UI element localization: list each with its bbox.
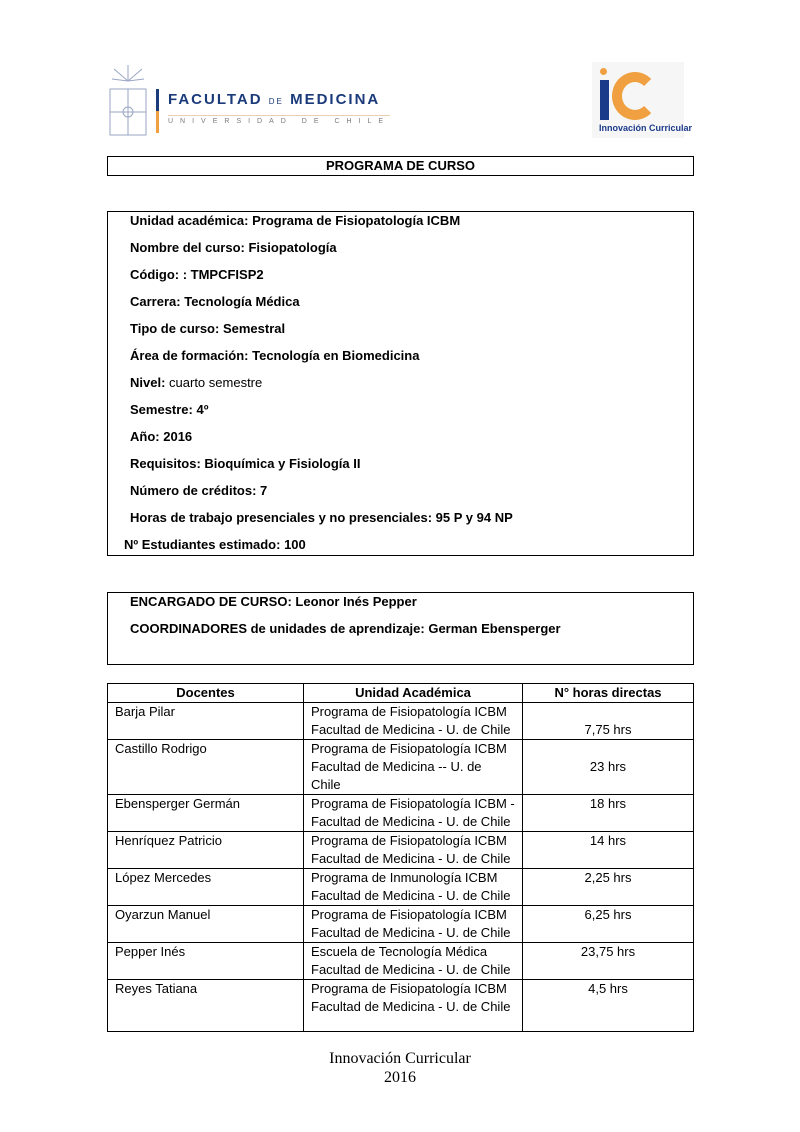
info-line: Código: : TMPCFISP2 — [130, 267, 264, 282]
table-row: Pepper Inés Escuela de Tecnología Médica F… — [107, 942, 694, 980]
docentes-table: Docentes Unidad Académica N° horas direc… — [107, 683, 694, 1032]
logo-caption: Innovación Curricular — [599, 123, 693, 133]
docente-cell: Henríquez Patricio — [107, 831, 304, 869]
docente-cell: Reyes Tatiana — [107, 979, 304, 1032]
unidad-line: Facultad de Medicina - U. de Chile — [311, 851, 511, 866]
facultad-medicina-logo: FACULTAD DE MEDICINA UNIVERSIDAD DE CHIL… — [108, 63, 391, 138]
horas-cell: 7,75 hrs — [522, 702, 694, 740]
table-row: Oyarzun Manuel Programa de Fisiopatología… — [107, 905, 694, 943]
footer-line1: Innovación Curricular — [329, 1050, 471, 1067]
unidad-line: Programa de Fisiopatología ICBM — [311, 741, 507, 756]
horas-cell: 14 hrs — [522, 831, 694, 869]
table-row: Henríquez Patricio Programa de Fisiopatol… — [107, 831, 694, 869]
course-info-box: Unidad académica: Programa de Fisiopatol… — [107, 211, 694, 556]
docente-cell: Oyarzun Manuel — [107, 905, 304, 943]
table-row: Reyes Tatiana Programa de Fisiopatología … — [107, 979, 694, 1032]
unidad-cell: Programa de Fisiopatología ICBM Facultad … — [303, 702, 523, 740]
docente-cell: Barja Pilar — [107, 702, 304, 740]
info-line: Unidad académica: Programa de Fisiopatol… — [130, 213, 461, 228]
document-title: PROGRAMA DE CURSO — [107, 156, 694, 176]
unidad-line: Facultad de Medicina - U. de Chile — [311, 925, 511, 940]
encargado-line: ENCARGADO DE CURSO: Leonor Inés Pepper — [130, 594, 417, 609]
horas-cell: 4,5 hrs — [522, 979, 694, 1032]
logo-text: FACULTAD — [168, 91, 263, 108]
footer-year: 2016 — [384, 1069, 416, 1086]
coordinadores-line: COORDINADORES de unidades de aprendizaje… — [130, 621, 561, 636]
unidad-cell: Programa de Fisiopatología ICBM Facultad … — [303, 739, 523, 795]
unidad-line: Chile — [311, 777, 341, 792]
unidad-line: Facultad de Medicina - U. de Chile — [311, 722, 511, 737]
info-line: Horas de trabajo presenciales y no prese… — [130, 510, 513, 525]
unidad-cell: Programa de Fisiopatología ICBM Facultad … — [303, 905, 523, 943]
unidad-line: Facultad de Medicina -- U. de — [311, 759, 482, 774]
horas-cell: 23 hrs — [522, 739, 694, 795]
header-unidad: Unidad Académica — [303, 683, 523, 703]
course-staff-box: ENCARGADO DE CURSO: Leonor Inés Pepper C… — [107, 592, 694, 665]
info-line: Año: 2016 — [130, 429, 193, 444]
info-line: Nº Estudiantes estimado: 100 — [124, 537, 306, 552]
logo-text: MEDICINA — [290, 91, 381, 108]
info-line: Nombre del curso: Fisiopatología — [130, 240, 337, 255]
table-row: López Mercedes Programa de Inmunología IC… — [107, 868, 694, 906]
header-docentes: Docentes — [107, 683, 304, 703]
table-row: Castillo Rodrigo Programa de Fisiopatolog… — [107, 739, 694, 795]
unidad-cell: Programa de Inmunología ICBM Facultad de … — [303, 868, 523, 906]
unidad-cell: Escuela de Tecnología Médica Facultad de … — [303, 942, 523, 980]
docente-cell: López Mercedes — [107, 868, 304, 906]
unidad-cell: Programa de Fisiopatología ICBM - Faculta… — [303, 794, 523, 832]
table-row: Ebensperger Germán Programa de Fisiopatol… — [107, 794, 694, 832]
unidad-line: Facultad de Medicina - U. de Chile — [311, 962, 511, 977]
unidad-line: Facultad de Medicina - U. de Chile — [311, 888, 511, 903]
unidad-line: Programa de Inmunología ICBM — [311, 870, 498, 885]
info-line: Número de créditos: 7 — [130, 483, 268, 498]
unidad-line: Programa de Fisiopatología ICBM — [311, 704, 507, 719]
info-line: Nivel: cuarto semestre — [130, 375, 263, 390]
unidad-line: Facultad de Medicina - U. de Chile — [311, 999, 511, 1014]
unidad-line: Escuela de Tecnología Médica — [311, 944, 488, 959]
unidad-cell: Programa de Fisiopatología ICBM Facultad … — [303, 979, 523, 1032]
horas-cell: 2,25 hrs — [522, 868, 694, 906]
university-seal-icon — [109, 65, 147, 136]
docente-cell: Pepper Inés — [107, 942, 304, 980]
unidad-line: Programa de Fisiopatología ICBM — [311, 907, 507, 922]
info-line: Requisitos: Bioquímica y Fisiología II — [130, 456, 361, 471]
header-horas: N° horas directas — [522, 683, 694, 703]
innovacion-curricular-logo: Innovación Curricular — [592, 62, 692, 138]
unidad-line: Programa de Fisiopatología ICBM - — [311, 796, 515, 811]
logo-text: DE — [268, 97, 284, 106]
info-line: Área de formación: Tecnología en Biomedi… — [130, 348, 420, 363]
docente-cell: Castillo Rodrigo — [107, 739, 304, 795]
info-line: Carrera: Tecnología Médica — [130, 294, 300, 309]
unidad-line: Programa de Fisiopatología ICBM — [311, 981, 507, 996]
unidad-cell: Programa de Fisiopatología ICBM Facultad … — [303, 831, 523, 869]
logo-mark — [598, 64, 678, 124]
docente-cell: Ebensperger Germán — [107, 794, 304, 832]
horas-cell: 6,25 hrs — [522, 905, 694, 943]
horas-cell: 23,75 hrs — [522, 942, 694, 980]
info-line: Semestre: 4º — [130, 402, 209, 417]
unidad-line: Programa de Fisiopatología ICBM — [311, 833, 507, 848]
unidad-line: Facultad de Medicina - U. de Chile — [311, 814, 511, 829]
horas-cell: 18 hrs — [522, 794, 694, 832]
info-line: Tipo de curso: Semestral — [130, 321, 286, 336]
table-row: Barja Pilar Programa de Fisiopatología IC… — [107, 702, 694, 740]
logo-subtext: UNIVERSIDAD DE CHILE — [168, 115, 391, 125]
